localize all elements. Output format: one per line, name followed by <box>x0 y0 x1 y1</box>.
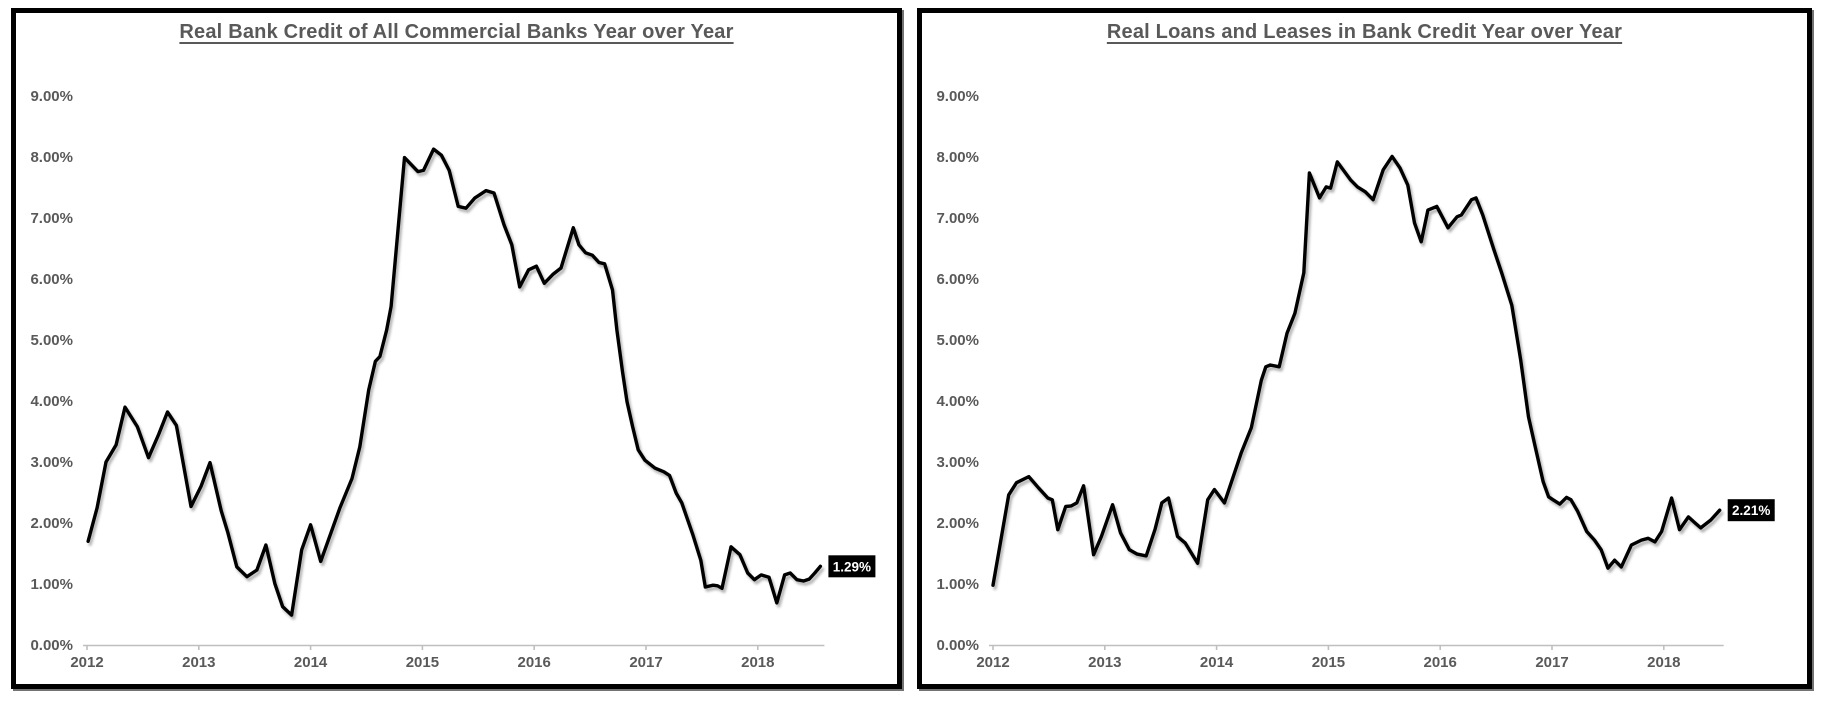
data-line <box>991 154 1722 587</box>
y-tick-label: 0.00% <box>30 637 73 654</box>
y-tick-label: 2.00% <box>936 515 979 532</box>
y-tick-label: 3.00% <box>936 454 979 471</box>
y-tick-label: 9.00% <box>30 88 73 105</box>
y-tick-label: 8.00% <box>30 149 73 166</box>
y-tick-label: 9.00% <box>936 88 979 105</box>
chart-title-loans-leases: Real Loans and Leases in Bank Credit Yea… <box>1106 21 1623 43</box>
loans-leases-line-plot: 2012 2013 2014 2015 2016 2017 2018 0.00% 1.00% 2.… <box>922 13 1807 684</box>
y-tick-label: 4.00% <box>936 393 979 410</box>
y-tick-label: 2.00% <box>30 515 73 532</box>
data-line <box>86 147 823 617</box>
y-tick-label: 7.00% <box>30 210 73 227</box>
plot-svg: 2012 2013 2014 2015 2016 2017 2018 0.00% 1.00% 2.… <box>936 88 1775 671</box>
chart-panel-real-bank-credit: 2012 2013 2014 2015 2016 2017 2018 0.00% 1.00% 2.… <box>11 8 902 689</box>
x-tick-label: 2015 <box>406 654 439 671</box>
y-tick-label: 3.00% <box>30 454 73 471</box>
x-tick-label: 2017 <box>629 654 662 671</box>
y-tick-label: 4.00% <box>30 393 73 410</box>
y-tick-label: 5.00% <box>30 332 73 349</box>
x-tick-label: 2016 <box>1424 654 1457 671</box>
x-tick-label: 2018 <box>1647 654 1680 671</box>
y-tick-label: 8.00% <box>936 149 979 166</box>
chart-title-bank-credit: Real Bank Credit of All Commercial Banks… <box>179 21 734 43</box>
chart-panel-loans-leases: 2012 2013 2014 2015 2016 2017 2018 0.00% 1.00% 2.… <box>917 8 1812 689</box>
x-tick-label: 2013 <box>182 654 215 671</box>
y-tick-label: 1.00% <box>30 576 73 593</box>
end-value-label: 1.29% <box>833 559 871 574</box>
bank-credit-line-plot: 2012 2013 2014 2015 2016 2017 2018 0.00% 1.00% 2.… <box>16 13 897 684</box>
end-value-label-box <box>1727 499 1775 522</box>
x-tick-label: 2012 <box>976 654 1009 671</box>
x-tick-label: 2017 <box>1535 654 1568 671</box>
x-tick-label: 2012 <box>70 654 103 671</box>
x-tick-label: 2013 <box>1088 654 1121 671</box>
x-tick-label: 2014 <box>1200 654 1234 671</box>
y-tick-label: 0.00% <box>936 637 979 654</box>
y-tick-label: 1.00% <box>936 576 979 593</box>
end-value-label: 2.21% <box>1732 503 1770 518</box>
y-tick-label: 5.00% <box>936 332 979 349</box>
end-value-label-box <box>828 555 876 578</box>
y-tick-label: 6.00% <box>936 271 979 288</box>
plot-svg: 2012 2013 2014 2015 2016 2017 2018 0.00% 1.00% 2.… <box>30 88 876 671</box>
x-tick-label: 2014 <box>294 654 328 671</box>
y-tick-label: 6.00% <box>30 271 73 288</box>
x-tick-label: 2018 <box>741 654 774 671</box>
y-tick-label: 7.00% <box>936 210 979 227</box>
x-tick-label: 2016 <box>518 654 551 671</box>
x-tick-label: 2015 <box>1312 654 1345 671</box>
